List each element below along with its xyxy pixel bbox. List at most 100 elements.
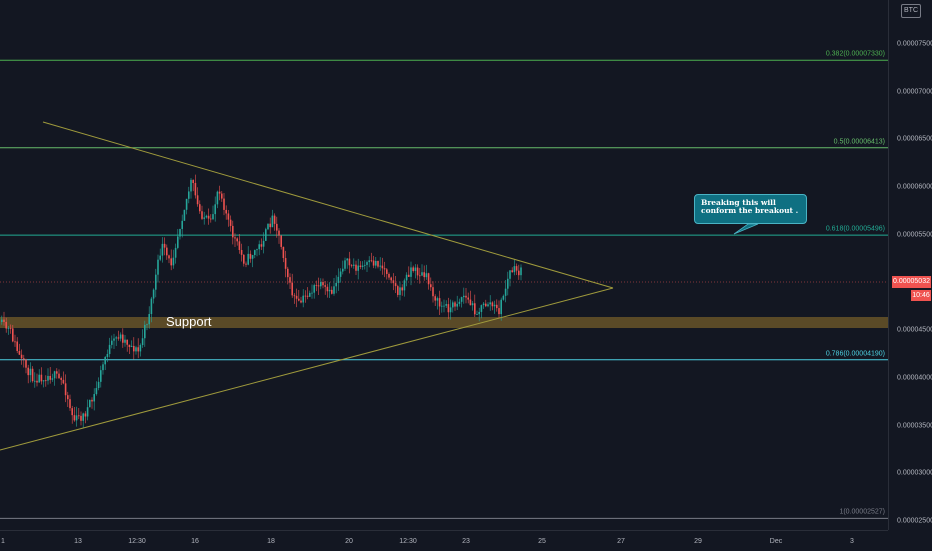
support-zone[interactable] (0, 317, 888, 328)
candle-body (157, 259, 159, 275)
candle-body (315, 285, 318, 286)
candle-body (38, 374, 40, 383)
candle-body (56, 371, 58, 374)
candle-body (1, 319, 3, 322)
candle-body (304, 295, 307, 297)
candle-body (42, 380, 45, 382)
candle-body (223, 198, 225, 210)
candle-body (97, 381, 100, 389)
candle-body (194, 183, 197, 196)
candle-body (152, 289, 155, 299)
candle-body (359, 265, 362, 268)
candle-body (366, 262, 368, 265)
candle-body (93, 394, 95, 402)
candle-body (130, 345, 133, 347)
candle-body (346, 258, 348, 261)
fib-level-label: 0.786(0.00004190) (825, 350, 885, 358)
candle-body (119, 334, 122, 339)
candle-body (368, 260, 370, 263)
candle-body (47, 375, 49, 381)
candle-body (25, 359, 27, 368)
candle-body (394, 283, 397, 287)
candle-body (447, 304, 450, 313)
candle-body (478, 311, 480, 315)
candle-body (469, 299, 472, 306)
candle-body (75, 415, 78, 421)
candle-body (247, 253, 249, 265)
candle-body (256, 249, 258, 251)
triangle-upper-trendline[interactable] (42, 121, 614, 289)
candle-body (375, 261, 377, 266)
price-axis-label: 0.00006000 (897, 183, 932, 191)
candle-body (474, 303, 476, 315)
time-axis-label: 27 (617, 538, 625, 545)
candle-body (309, 292, 311, 297)
candle-body (452, 302, 454, 308)
candle-body (324, 285, 326, 287)
price-chart-pane[interactable] (0, 0, 888, 530)
breakout-callout[interactable]: Breaking this will conform the breakout … (694, 194, 807, 224)
candle-body (86, 407, 89, 417)
candle-body (425, 273, 428, 278)
candle-body (419, 275, 421, 277)
candle-body (225, 209, 227, 214)
price-axis-label: 0.00003000 (897, 469, 932, 477)
candle-body (276, 223, 278, 231)
candle-body (115, 337, 117, 339)
candle-body (344, 260, 346, 269)
candle-body (69, 399, 71, 409)
candle-body (78, 415, 80, 417)
currency-badge[interactable]: BTC (901, 4, 921, 18)
candle-body (185, 198, 188, 210)
candle-body (133, 345, 135, 352)
candle-body (287, 268, 289, 278)
candle-body (7, 327, 10, 329)
candle-body (489, 302, 491, 305)
price-axis[interactable]: BTC 0.00007500 0.00007000 0.00006500 0.0000… (888, 0, 932, 530)
candle-body (271, 215, 274, 228)
candle-body (372, 260, 375, 266)
time-axis-label: 12:30 (399, 538, 417, 545)
candle-body (45, 380, 47, 382)
candle-body (434, 296, 436, 301)
candle-body (14, 341, 16, 343)
candle-body (16, 341, 18, 352)
candle-body (62, 379, 65, 384)
time-axis-label: 12:30 (128, 538, 146, 545)
candle-body (29, 368, 32, 376)
candle-body (212, 214, 214, 220)
candle-body (150, 298, 153, 315)
candle-body (216, 191, 219, 205)
candle-body (89, 399, 91, 408)
candle-body (302, 295, 304, 303)
candle-body (339, 271, 342, 277)
candle-body (199, 204, 201, 212)
candle-body (146, 324, 148, 326)
candle-body (73, 415, 76, 421)
candle-body (126, 339, 128, 345)
candle-body (421, 272, 423, 276)
candle-body (113, 338, 115, 341)
candle-body (100, 370, 102, 382)
candle-body (53, 371, 56, 379)
candle-body (449, 307, 452, 313)
candle-body (381, 265, 384, 269)
candle-body (188, 191, 190, 199)
candle-body (313, 285, 315, 293)
candle-body (476, 314, 478, 315)
candle-body (412, 267, 414, 271)
candle-body (498, 308, 500, 315)
candle-body (106, 354, 109, 358)
candle-body (240, 250, 243, 255)
time-axis[interactable]: 1 13 12:30 16 18 20 12:30 23 25 27 29 Dec 3 (0, 530, 888, 551)
support-label[interactable]: Support (166, 314, 212, 329)
candle-body (238, 241, 241, 251)
candle-body (148, 314, 150, 325)
candle-body (282, 246, 285, 259)
candle-body (205, 215, 208, 218)
callout-pointer (733, 223, 759, 235)
triangle-lower-trendline[interactable] (0, 287, 614, 451)
candle-body (520, 267, 522, 276)
candle-body (485, 303, 487, 307)
